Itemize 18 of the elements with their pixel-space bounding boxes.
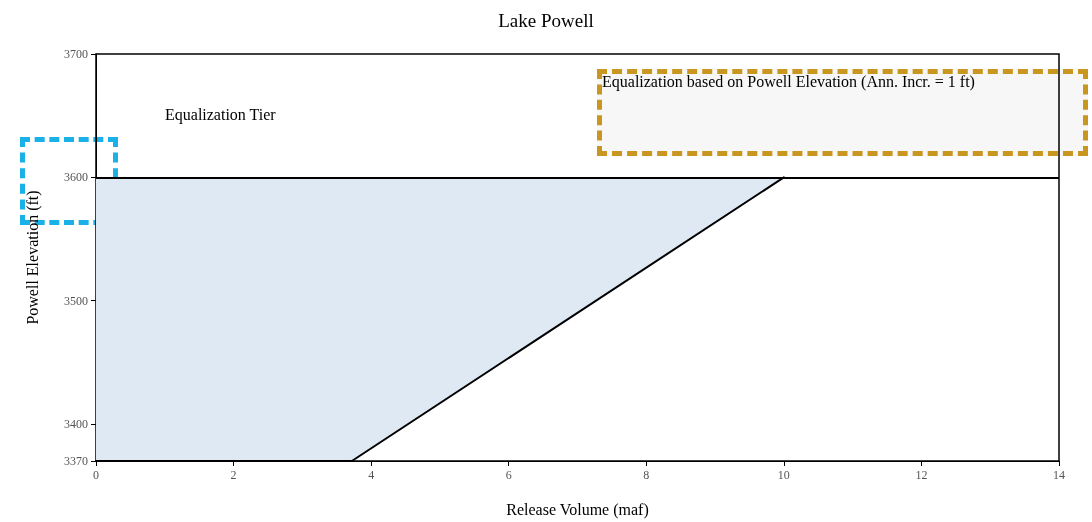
chart-title: Lake Powell (498, 10, 594, 31)
annotation: Equalization based on Powell Elevation (Ann. Incr. = 1 ft) (602, 72, 975, 91)
y-tick-label: 3370 (64, 454, 88, 468)
x-tick-label: 10 (777, 468, 790, 482)
x-tick-label: 0 (93, 468, 99, 482)
y-tick-label: 3600 (64, 170, 88, 185)
y-tick-label: 3500 (64, 293, 88, 308)
x-tick-label: 14 (1053, 468, 1065, 482)
y-tick-label: 3400 (64, 417, 88, 431)
x-tick-label: 8 (643, 468, 650, 482)
x-tick-label: 12 (915, 468, 928, 482)
y-tick-label: 3700 (64, 47, 88, 61)
x-tick-label: 2 (230, 468, 237, 482)
annotation: Equalization Tier (165, 105, 277, 124)
x-axis-title: Release Volume (maf) (506, 500, 649, 519)
y-axis-title: Powell Elevation (ft) (23, 190, 42, 325)
x-tick-label: 6 (505, 468, 512, 482)
x-tick-label: 4 (368, 468, 375, 482)
